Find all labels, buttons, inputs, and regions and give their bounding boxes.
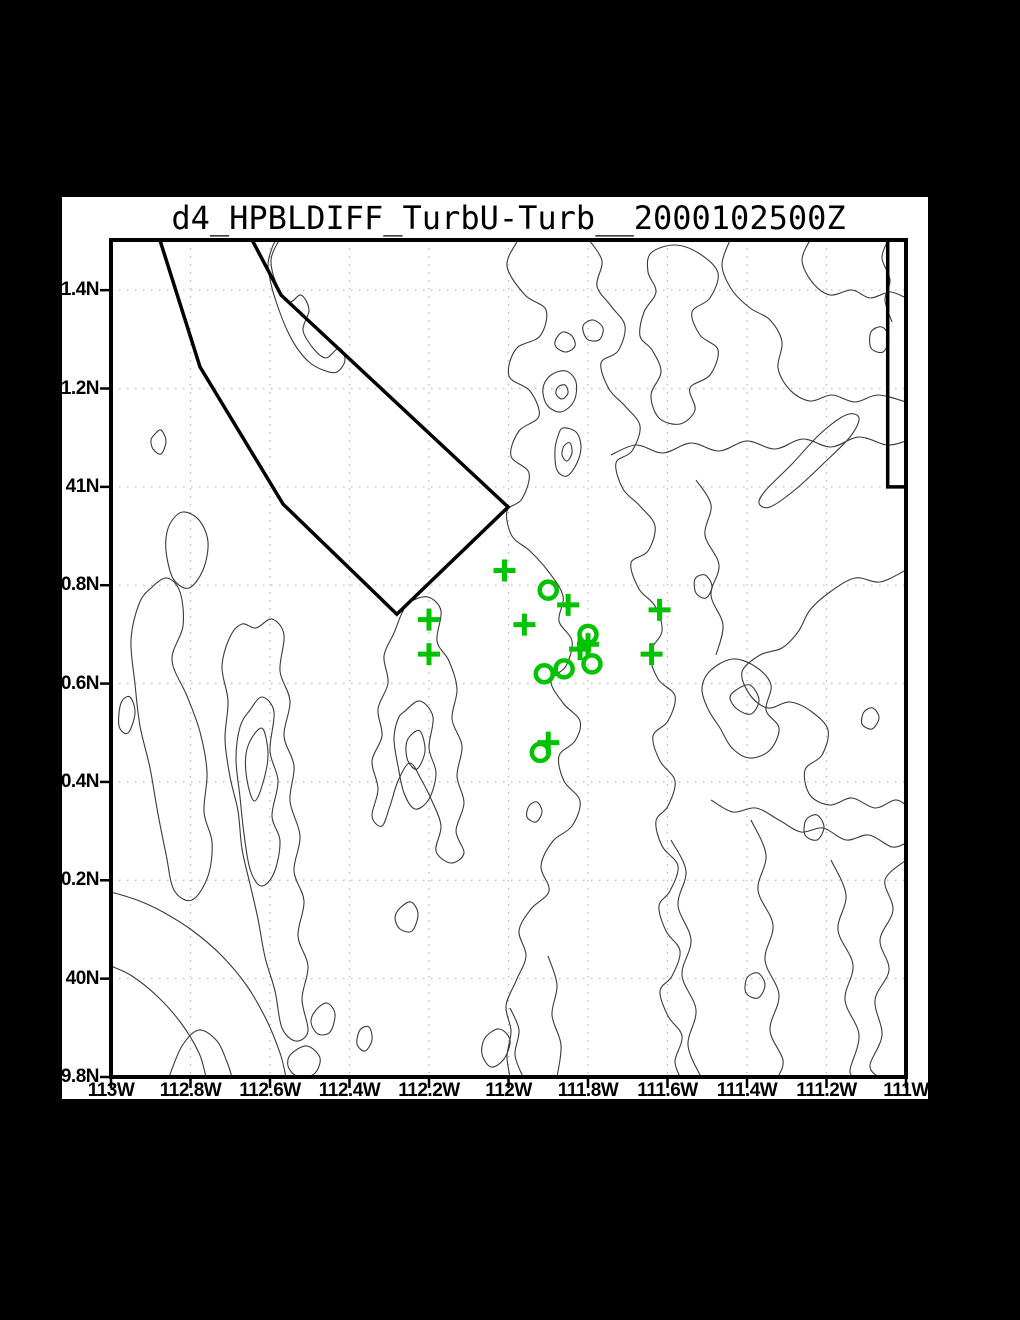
- terrain-contour-line: [869, 859, 907, 1078]
- terrain-contour-line: [729, 684, 760, 715]
- terrain-contour-line: [110, 891, 287, 1078]
- map-frame: [109, 238, 908, 1079]
- terrain-contour-line: [394, 901, 419, 933]
- terrain-contour-line: [803, 814, 825, 841]
- terrain-contour-line: [693, 574, 713, 599]
- x-tick-label: 112.4W: [318, 1080, 381, 1101]
- terrain-contour-line: [118, 695, 136, 735]
- terrain-contour-line: [721, 239, 907, 403]
- terrain-contour-line: [554, 331, 576, 353]
- terrain-contour-line: [801, 239, 907, 299]
- x-tick-label: 111.8W: [557, 1080, 619, 1101]
- station-plus-marker: [569, 638, 592, 661]
- station-plus-marker: [418, 643, 440, 666]
- terrain-contour-line: [860, 707, 880, 730]
- x-tick-label: 111W: [883, 1080, 929, 1101]
- y-tick-label: 40.6N: [50, 672, 100, 694]
- terrain-contour-line: [830, 859, 860, 1078]
- terrain-contour-line: [701, 658, 780, 759]
- plot-panel: d4_HPBLDIFF_TurbU-Turb__2000102500Z 113W…: [51, 197, 929, 1101]
- y-tick-label: 40.2N: [50, 869, 100, 891]
- terrain-contour-line: [221, 618, 309, 1042]
- terrain-contour-line: [542, 370, 578, 413]
- terrain-contour-line: [639, 244, 719, 425]
- x-tick-label: 111.2W: [796, 1080, 857, 1101]
- terrain-contour-line: [554, 427, 582, 477]
- state-border-line: [885, 240, 906, 489]
- terrain-contour-line: [393, 700, 437, 810]
- terrain-contour-line: [110, 965, 207, 1078]
- station-circle-marker: [533, 662, 556, 685]
- station-plus-marker: [418, 608, 440, 631]
- station-plus-marker: [513, 613, 536, 636]
- terrain-contour-line: [287, 1045, 321, 1078]
- terrain-contour-line: [505, 239, 582, 1078]
- station-plus-marker: [648, 598, 671, 621]
- terrain-contour-line: [310, 1002, 336, 1036]
- y-tick-label: 40.4N: [50, 770, 100, 792]
- terrain-contour-line: [165, 511, 209, 589]
- station-circle-marker: [581, 653, 603, 675]
- station-circle-marker: [577, 623, 599, 646]
- terrain-contour-line: [405, 729, 426, 770]
- terrain-contour-line: [744, 972, 766, 999]
- great-salt-lake-shoreline: [158, 239, 511, 617]
- terrain-contour-line: [741, 569, 907, 809]
- plot-title: d4_HPBLDIFF_TurbU-Turb__2000102500Z: [171, 199, 846, 237]
- terrain-contour-line: [710, 799, 907, 848]
- contour-map: [100, 238, 908, 1088]
- terrain-contour-line: [356, 1025, 373, 1052]
- terrain-contour-line: [695, 479, 724, 656]
- x-tick-label: 113W: [87, 1080, 135, 1101]
- terrain-contour-line: [555, 384, 569, 400]
- y-tick-label: 40.8N: [50, 574, 100, 596]
- terrain-contour-line: [235, 696, 281, 887]
- terrain-contour-line: [244, 727, 269, 802]
- terrain-contour-line: [588, 239, 683, 1078]
- x-tick-label: 111.4W: [716, 1080, 778, 1101]
- station-plus-marker: [557, 593, 580, 616]
- station-circle-marker: [553, 658, 575, 680]
- y-tick-label: 41.4N: [50, 279, 100, 301]
- station-plus-marker: [493, 559, 516, 582]
- y-tick-label: 40N: [65, 967, 100, 989]
- terrain-contour-line: [758, 413, 860, 509]
- station-circle-marker: [537, 579, 559, 601]
- terrain-contour-line: [561, 442, 573, 462]
- x-tick-label: 112.2W: [398, 1080, 460, 1101]
- x-tick-label: 112.6W: [239, 1080, 301, 1101]
- x-tick-label: 112.8W: [159, 1080, 222, 1101]
- terrain-contour-line: [670, 839, 702, 1078]
- terrain-contour-line: [371, 596, 465, 864]
- y-tick-label: 41.2N: [50, 377, 100, 399]
- terrain-contour-line: [168, 1029, 233, 1078]
- y-tick-label: 39.8N: [50, 1066, 100, 1087]
- x-tick-label: 111.6W: [637, 1080, 698, 1101]
- x-tick-label: 112W: [485, 1080, 532, 1101]
- station-plus-marker: [640, 643, 663, 666]
- station-circle-marker: [529, 741, 552, 764]
- terrain-contour-line: [547, 955, 562, 1078]
- terrain-contour-line: [150, 429, 167, 455]
- terrain-contour-line: [750, 819, 784, 1078]
- terrain-contour-line: [130, 577, 213, 902]
- terrain-contour-line: [481, 1028, 511, 1068]
- terrain-contour-line: [509, 1007, 524, 1078]
- terrain-contour-line: [610, 436, 907, 456]
- y-tick-label: 41N: [65, 475, 100, 497]
- terrain-contour-line: [582, 319, 604, 342]
- terrain-contour-line: [267, 239, 346, 374]
- terrain-contour-line: [526, 801, 543, 823]
